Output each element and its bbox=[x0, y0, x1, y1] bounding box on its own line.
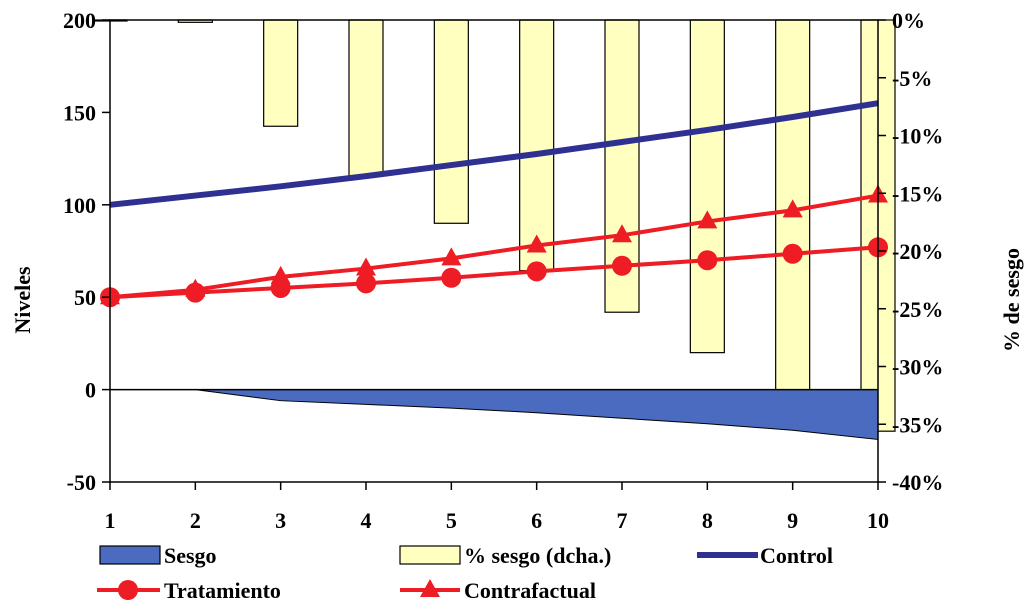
bar-pct-sesgo-8 bbox=[689, 19, 725, 354]
y-axis-right-title: % de sesgo bbox=[999, 248, 1024, 352]
marker-contrafactual-9 bbox=[782, 199, 803, 218]
bar-pct-sesgo-3 bbox=[263, 19, 299, 127]
tick-label-right-1: -5% bbox=[892, 66, 932, 91]
marker-tratamiento-3 bbox=[270, 277, 291, 298]
tick-label-x-7: 7 bbox=[617, 508, 628, 533]
line-tratamiento bbox=[109, 245, 879, 300]
marker-contrafactual-8 bbox=[697, 210, 718, 229]
lines-layer bbox=[100, 100, 888, 308]
area-sesgo bbox=[110, 389, 879, 441]
tick-label-right-6: -30% bbox=[892, 355, 943, 380]
marker-contrafactual-4 bbox=[356, 257, 376, 276]
tick-label-right-3: -15% bbox=[892, 181, 943, 206]
tick-label-x-2: 2 bbox=[190, 508, 201, 533]
bars-layer bbox=[92, 19, 896, 432]
tick-label-right-7: -35% bbox=[892, 412, 943, 437]
line-control bbox=[109, 100, 879, 208]
tick-label-x-10: 10 bbox=[867, 508, 889, 533]
y-axis-left-title: Niveles bbox=[10, 266, 35, 334]
legend-layer: Sesgo % sesgo (dcha.) Control Tratamiento Co… bbox=[97, 543, 833, 603]
bar-pct-sesgo-6 bbox=[519, 19, 555, 272]
legend-swatch-sesgo bbox=[99, 545, 161, 565]
marker-contrafactual-5 bbox=[441, 247, 462, 266]
tick-label-x-1: 1 bbox=[105, 508, 116, 533]
tick-label-right-0: 0% bbox=[892, 8, 925, 33]
legend-label-tratamiento: Tratamiento bbox=[164, 578, 281, 603]
marker-tratamiento-7 bbox=[612, 255, 632, 276]
tick-label-left-0: 0 bbox=[85, 378, 96, 403]
tick-label-right-5: -25% bbox=[892, 297, 943, 322]
bar-pct-sesgo-4 bbox=[348, 19, 384, 177]
tick-label-right-4: -20% bbox=[892, 239, 943, 264]
tick-label-x-6: 6 bbox=[531, 508, 542, 533]
tick-label-x-8: 8 bbox=[702, 508, 713, 533]
tick-label-left-100: 100 bbox=[63, 193, 96, 218]
tick-label-x-5: 5 bbox=[446, 508, 457, 533]
tick-label-left-200: 200 bbox=[63, 8, 96, 33]
tick-label-left-50: 50 bbox=[74, 285, 96, 310]
marker-contrafactual-6 bbox=[526, 234, 547, 253]
tick-label-x-4: 4 bbox=[361, 508, 372, 533]
marker-tratamiento-4 bbox=[356, 273, 376, 294]
area-layer bbox=[110, 389, 879, 441]
legend-label-control: Control bbox=[760, 543, 833, 568]
tick-label-right-2: -10% bbox=[892, 124, 943, 149]
tick-label-left-150: 150 bbox=[63, 100, 96, 125]
legend-swatch-pct-sesgo bbox=[399, 545, 461, 565]
legend-label-contrafactual: Contrafactual bbox=[464, 578, 596, 603]
legend-label-sesgo: Sesgo bbox=[164, 543, 217, 568]
marker-tratamiento-9 bbox=[782, 243, 803, 264]
legend-label-pct-sesgo: % sesgo (dcha.) bbox=[464, 543, 611, 568]
tick-label-x-9: 9 bbox=[787, 508, 798, 533]
tick-label-right-8: -40% bbox=[892, 470, 943, 495]
line-contrafactual bbox=[109, 193, 879, 300]
legend-marker-tratamiento bbox=[118, 580, 138, 600]
marker-contrafactual-7 bbox=[612, 224, 632, 243]
axes-layer: -50 0 50 100 150 200 0% -5% -10% -15% -20% -25% -30%… bbox=[63, 8, 943, 533]
bar-pct-sesgo-5 bbox=[433, 19, 469, 224]
tick-label-left--50: -50 bbox=[67, 470, 96, 495]
marker-tratamiento-5 bbox=[441, 267, 462, 288]
marker-tratamiento-6 bbox=[526, 261, 547, 282]
legend-marker-contrafactual bbox=[420, 579, 440, 597]
marker-tratamiento-2 bbox=[185, 282, 206, 303]
marker-tratamiento-8 bbox=[697, 250, 718, 271]
tick-label-x-3: 3 bbox=[275, 508, 286, 533]
